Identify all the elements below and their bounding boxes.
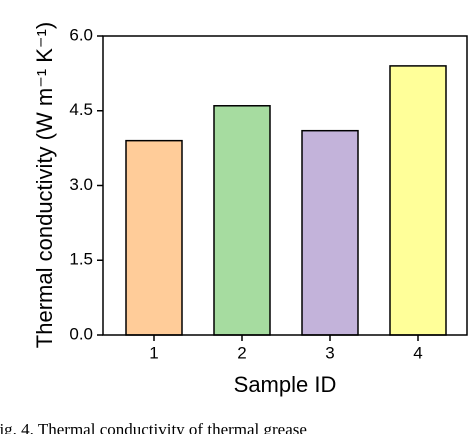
- bar: [213, 105, 271, 336]
- y-tick-label: 0.0: [69, 324, 93, 343]
- y-tick-label: 6.0: [69, 25, 93, 44]
- plot-frame: [102, 35, 468, 336]
- x-tick-label: 3: [325, 343, 334, 362]
- bar: [389, 65, 447, 336]
- y-tick-label: 3.0: [69, 175, 93, 194]
- bar: [301, 129, 359, 336]
- x-tick-label: 2: [237, 343, 246, 362]
- y-tick-label: 1.5: [69, 250, 93, 269]
- x-axis-label: Sample ID: [234, 372, 337, 397]
- y-tick-label: 4.5: [69, 100, 93, 119]
- x-tick-label: 1: [149, 343, 158, 362]
- bar: [125, 139, 183, 336]
- x-tick-label: 4: [413, 343, 422, 362]
- y-axis-label: Thermal conductivity (W m⁻¹ K⁻¹): [32, 22, 57, 348]
- caption: Fig. 4. Thermal conductivity of thermal …: [0, 420, 307, 434]
